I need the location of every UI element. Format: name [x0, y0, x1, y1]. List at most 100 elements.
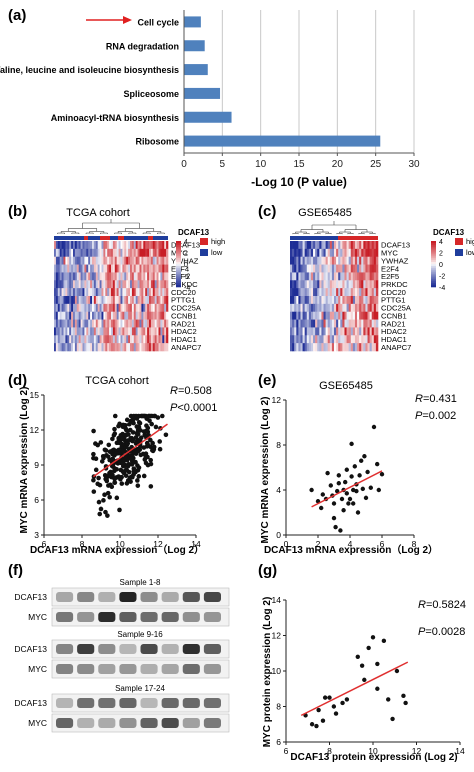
b-heat-cell [126, 241, 129, 250]
g-point [375, 661, 380, 667]
b-heat-cell [95, 327, 98, 336]
b-heat-cell [107, 256, 110, 265]
b-heat-cell [74, 343, 78, 352]
d-point [133, 435, 139, 440]
panel-e-p-value: P=0.002 [415, 410, 456, 422]
b-heat-cell [122, 280, 125, 289]
b-heat-cell [150, 303, 154, 313]
c-heat-cell [346, 296, 349, 305]
d-point [103, 509, 108, 515]
c-heat-cell [310, 288, 314, 297]
b-heat-cell [160, 335, 163, 344]
b-heat-cell [147, 280, 150, 289]
b-heat-cell [101, 241, 104, 250]
b-heat-cell [149, 288, 152, 297]
c-heat-cell [304, 343, 308, 352]
b-heat-cell [107, 241, 110, 250]
c-heat-cell [306, 256, 310, 265]
c-heat-cell [327, 256, 331, 265]
c-heat-cell [371, 335, 375, 344]
panel-f-band [140, 718, 158, 728]
b-legend-tick: -2 [184, 274, 190, 281]
b-heat-cell [55, 319, 59, 328]
panel-a-grid [221, 10, 415, 153]
b-heat-cell [61, 256, 64, 265]
b-heat-cell [97, 256, 100, 265]
b-heat-cell [112, 327, 116, 336]
b-heat-cell [118, 343, 121, 352]
b-heat-cell [147, 319, 150, 328]
b-heat-cell [149, 280, 152, 289]
b-heat-cell [97, 343, 100, 352]
b-heat-cell [162, 272, 165, 281]
b-heat-cell [160, 241, 163, 250]
c-heat-cell [317, 343, 320, 352]
b-heat-cell [130, 248, 133, 258]
c-heat-cell [373, 248, 377, 258]
c-heat-cell [329, 296, 333, 305]
b-heat-cell [124, 303, 127, 313]
c-heat-cell [331, 335, 335, 344]
b-group-title: DCAF13 [178, 228, 210, 237]
c-heat-cell [329, 288, 333, 297]
c-heat-cell [367, 272, 370, 281]
b-heat-cell [61, 272, 64, 281]
b-heat-cell [93, 343, 97, 352]
b-heat-cell [105, 311, 108, 320]
d-y-tick-label: 9 [34, 460, 39, 470]
b-heat-cell [135, 241, 138, 250]
b-heat-cell [57, 311, 60, 320]
c-heat-cell [365, 303, 368, 313]
b-heat-cell [116, 296, 119, 305]
c-heat-cell [292, 264, 295, 273]
b-heat-cell [86, 248, 89, 258]
b-heat-cell [99, 343, 102, 352]
c-heat-cell [313, 248, 316, 258]
b-heat-cell [147, 241, 150, 250]
b-heat-cell [63, 319, 66, 328]
b-heat-cell [114, 241, 117, 250]
panel-e-points [309, 424, 385, 533]
c-heat-cell [306, 296, 310, 305]
b-heat-cell [114, 343, 117, 352]
b-heat-cell [65, 264, 68, 273]
c-heat-cell [334, 280, 337, 289]
c-heat-cell [338, 280, 341, 289]
b-heat-cell [57, 296, 60, 305]
d-point [112, 480, 118, 485]
c-heat-cell [327, 248, 331, 258]
c-heat-cell [319, 264, 322, 273]
b-legend-swatch [176, 241, 181, 244]
b-heat-cell [99, 327, 102, 336]
panel-e-r-value: R=0.431 [415, 393, 457, 405]
b-heat-cell [101, 288, 104, 297]
b-heat-cell [74, 241, 78, 250]
c-heat-cell [300, 335, 303, 344]
d-point [112, 476, 117, 482]
e-point [371, 424, 377, 430]
b-heat-cell [78, 264, 81, 273]
b-heat-cell [90, 343, 93, 352]
b-heat-cell [126, 343, 129, 352]
b-heat-cell [67, 280, 70, 289]
c-heat-cell [325, 303, 329, 313]
b-heat-cell [107, 248, 110, 258]
panel-f-band [119, 644, 137, 654]
c-heat-cell [308, 343, 312, 352]
d-point [102, 492, 107, 498]
b-heat-cell [133, 264, 136, 273]
c-heat-cell [329, 248, 333, 258]
c-heat-cell [294, 335, 297, 344]
c-heat-cell [348, 311, 352, 320]
b-heat-cell [166, 248, 169, 258]
b-heat-cell [114, 288, 117, 297]
c-heat-cell [294, 256, 297, 265]
b-heat-cell [67, 343, 70, 352]
panel-c-group-low-segment [290, 236, 338, 240]
d-point [127, 421, 132, 427]
c-heat-cell [306, 248, 310, 258]
c-heat-cell [344, 264, 347, 273]
c-heat-cell [298, 256, 301, 265]
b-heat-cell [63, 256, 66, 265]
